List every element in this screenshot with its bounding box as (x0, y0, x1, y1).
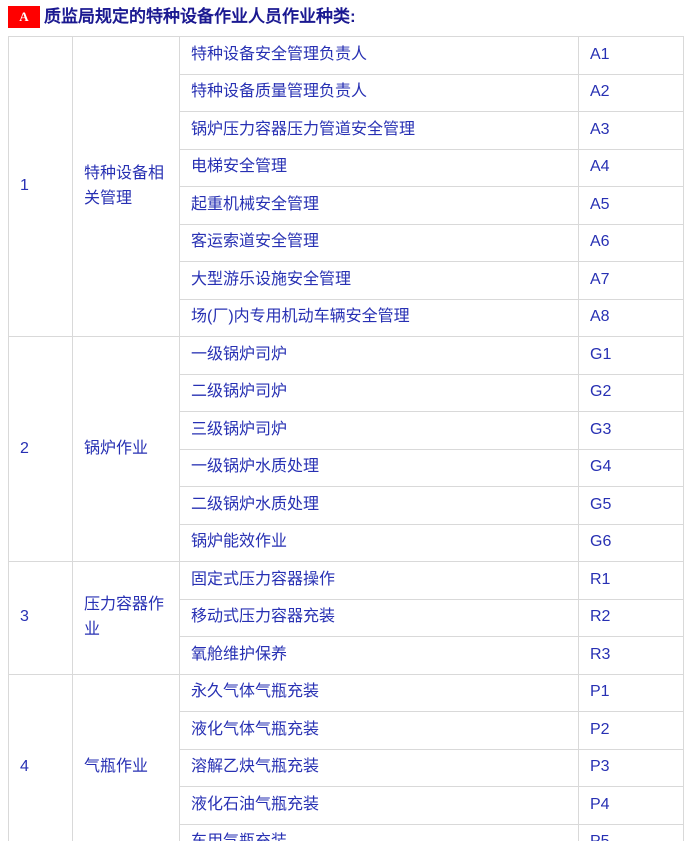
table-row: 电梯安全管理 A4 (9, 148, 684, 187)
item-name-cell: 固定式压力容器操作 (179, 561, 579, 600)
row-number-cell: 1 (8, 36, 73, 337)
item-name-cell: 一级锅炉司炉 (179, 336, 579, 375)
item-code-cell: A1 (578, 36, 684, 75)
item-code-cell: P5 (578, 823, 684, 841)
row-number-cell: 2 (8, 336, 73, 562)
item-name-cell: 起重机械安全管理 (179, 186, 579, 225)
table-row: 2 锅炉作业 一级锅炉司炉 G1 (8, 336, 684, 562)
item-name-cell: 液化石油气瓶充装 (179, 786, 579, 825)
item-name-cell: 特种设备安全管理负责人 (179, 36, 579, 75)
table-row: 液化气体气瓶充装 P2 (9, 711, 684, 750)
item-code-cell: A8 (578, 298, 684, 337)
item-name-cell: 电梯安全管理 (179, 148, 579, 187)
table-row: 液化石油气瓶充装 P4 (9, 786, 684, 825)
table-body: 1 特种设备相关管理 特种设备安全管理负责人 A1 特种设备质量管理负责人 A2 锅炉压力容… (8, 36, 684, 841)
item-code-cell: R3 (578, 636, 684, 675)
item-name-cell: 移动式压力容器充装 (179, 598, 579, 637)
row-number-cell: 3 (8, 561, 73, 675)
table-row: 1 特种设备相关管理 特种设备安全管理负责人 A1 (8, 36, 684, 337)
item-code-cell: G6 (578, 523, 684, 562)
page-title: 质监局规定的特种设备作业人员作业种类: (44, 7, 356, 26)
table-row: 车用气瓶充装P5 (9, 823, 684, 841)
item-name-cell: 客运索道安全管理 (179, 223, 579, 262)
table-row: 二级锅炉水质处理 G5 (9, 486, 684, 525)
item-code-cell: R1 (578, 561, 684, 600)
item-name-cell: 二级锅炉水质处理 (179, 486, 579, 525)
item-name-cell: 场(厂)内专用机动车辆安全管理 (179, 298, 579, 337)
table-row: 移动式压力容器充装 R2 (9, 598, 684, 637)
table-row: 氧舱维护保养 R3 (9, 636, 684, 675)
category-cell: 气瓶作业 (72, 673, 180, 841)
category-cell: 锅炉作业 (72, 336, 180, 562)
category-cell: 压力容器作业 (72, 561, 180, 675)
table-row: 场(厂)内专用机动车辆安全管理 A8 (9, 298, 684, 337)
item-name-cell: 特种设备质量管理负责人 (179, 73, 579, 112)
item-name-cell: 车用气瓶充装 (179, 823, 579, 841)
table-row: 4 气瓶作业 永久气体气瓶充装 P1 (8, 673, 684, 841)
item-code-cell: A4 (578, 148, 684, 187)
item-code-cell: R2 (578, 598, 684, 637)
item-code-cell: A6 (578, 223, 684, 262)
item-code-cell: P4 (578, 786, 684, 825)
item-name-cell: 锅炉能效作业 (179, 523, 579, 562)
item-name-cell: 一级锅炉水质处理 (179, 448, 579, 487)
table-row: 溶解乙炔气瓶充装 P3 (9, 748, 684, 787)
item-code-cell: P2 (578, 711, 684, 750)
item-name-cell: 溶解乙炔气瓶充装 (179, 748, 579, 787)
item-code-cell: P3 (578, 748, 684, 787)
item-name-cell: 永久气体气瓶充装 (179, 673, 579, 712)
item-code-cell: A5 (578, 186, 684, 225)
table-row: 客运索道安全管理 A6 (9, 223, 684, 262)
item-name-cell: 大型游乐设施安全管理 (179, 261, 579, 300)
item-name-cell: 氧舱维护保养 (179, 636, 579, 675)
item-name-cell: 液化气体气瓶充装 (179, 711, 579, 750)
item-code-cell: G2 (578, 373, 684, 412)
table-row: 二级锅炉司炉 G2 (9, 373, 684, 412)
item-code-cell: G3 (578, 411, 684, 450)
item-code-cell: A7 (578, 261, 684, 300)
item-code-cell: A2 (578, 73, 684, 112)
item-code-cell: A3 (578, 111, 684, 150)
item-name-cell: 二级锅炉司炉 (179, 373, 579, 412)
table-row: 一级锅炉水质处理 G4 (9, 448, 684, 487)
item-code-cell: G5 (578, 486, 684, 525)
item-name-cell: 三级锅炉司炉 (179, 411, 579, 450)
item-code-cell: G4 (578, 448, 684, 487)
section-badge: A (8, 6, 40, 28)
personnel-category-table: 1 特种设备相关管理 特种设备安全管理负责人 A1 特种设备质量管理负责人 A2 锅炉压力容… (8, 36, 684, 841)
row-number-cell: 4 (8, 673, 73, 841)
category-cell: 特种设备相关管理 (72, 36, 180, 337)
table-row: 锅炉能效作业 G6 (9, 523, 684, 562)
item-code-cell: P1 (578, 673, 684, 712)
item-code-cell: G1 (578, 336, 684, 375)
table-row: 3 压力容器作业 固定式压力容器操作 R1 (8, 561, 684, 675)
table-row: 特种设备质量管理负责人 A2 (9, 73, 684, 112)
item-name-cell: 锅炉压力容器压力管道安全管理 (179, 111, 579, 150)
table-row: 大型游乐设施安全管理 A7 (9, 261, 684, 300)
table-row: 起重机械安全管理 A5 (9, 186, 684, 225)
